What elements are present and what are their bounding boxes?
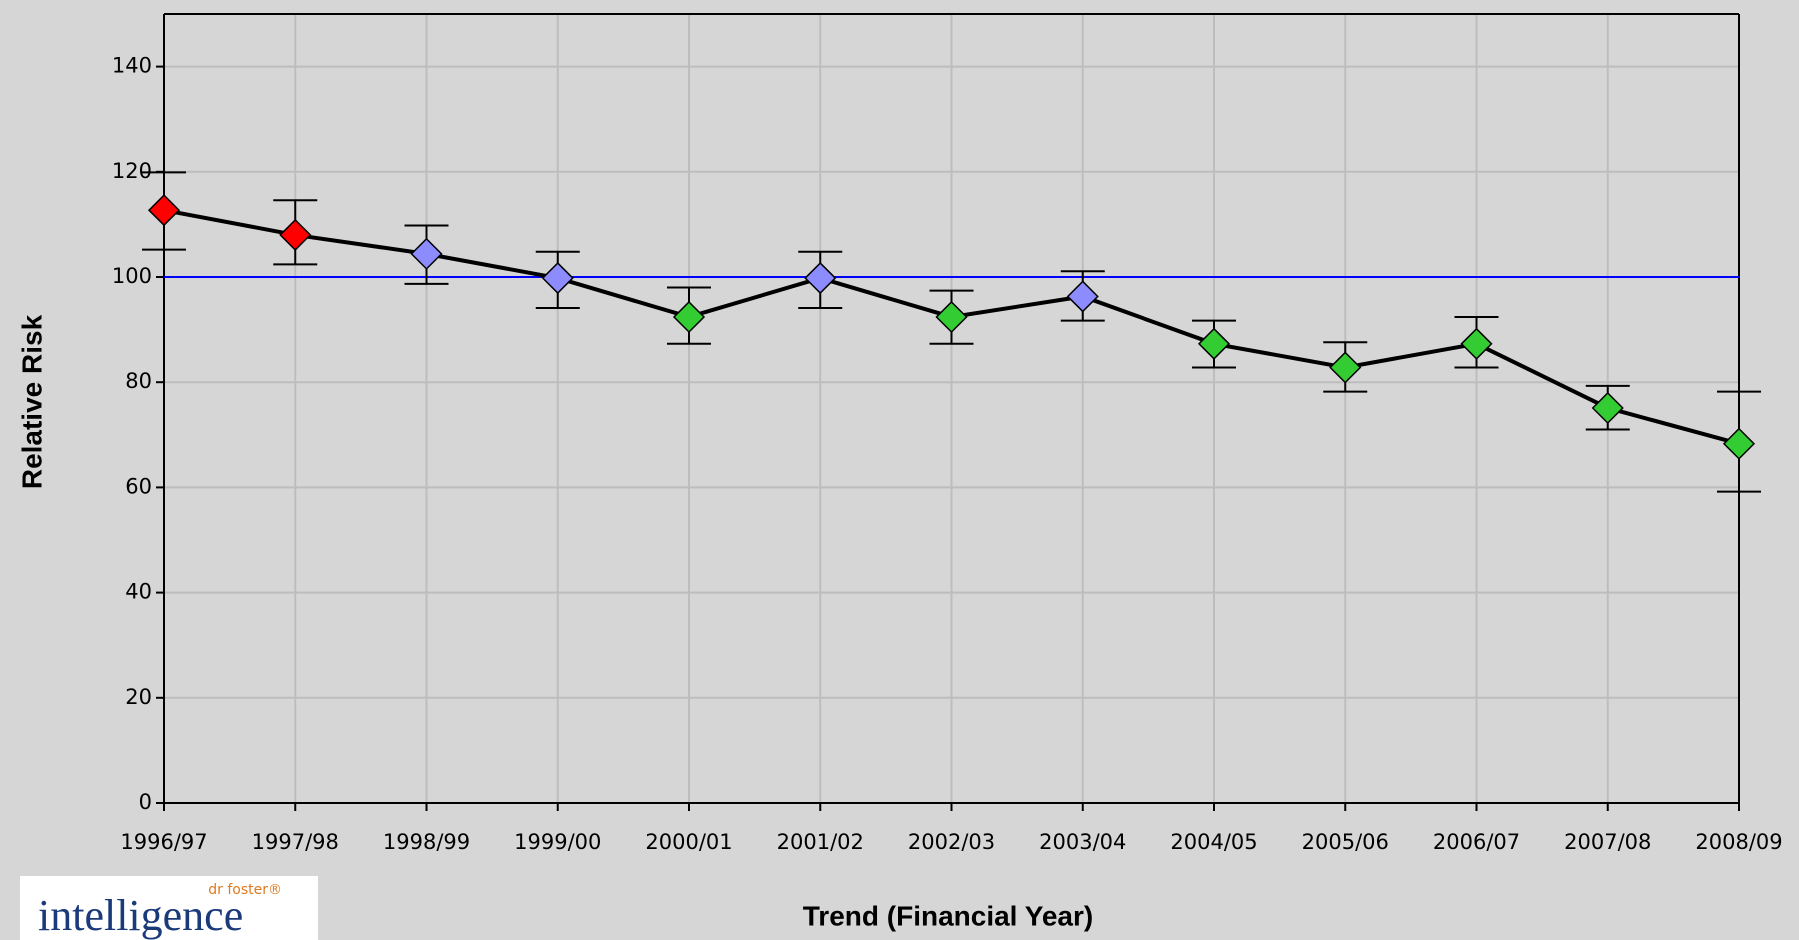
y-tick-label: 80 (125, 369, 152, 393)
y-tick-label: 140 (112, 54, 152, 78)
y-tick-label: 100 (112, 264, 152, 288)
logo-box (20, 876, 318, 940)
logo-name: intelligence (38, 891, 243, 940)
x-tick-label: 2005/06 (1302, 830, 1389, 854)
y-tick-label: 120 (112, 159, 152, 183)
marker (672, 300, 706, 334)
marker (1066, 280, 1099, 313)
marker (147, 194, 181, 227)
x-tick-label: 2006/07 (1433, 830, 1520, 854)
y-tick-label: 0 (139, 790, 152, 814)
x-tick-label: 2001/02 (777, 830, 864, 854)
logo-brand: dr foster® (208, 882, 282, 898)
x-tick-label: 2007/08 (1564, 830, 1651, 854)
x-tick-label: 1996/97 (120, 830, 207, 854)
marker (1460, 327, 1493, 360)
marker (410, 237, 443, 270)
marker (804, 261, 837, 295)
marker (541, 261, 574, 295)
y-tick-label: 40 (125, 580, 152, 604)
x-axis-title: Trend (Financial Year) (803, 900, 1093, 931)
marker (1197, 327, 1231, 360)
y-axis-title: Relative Risk (16, 314, 47, 489)
x-tick-label: 2008/09 (1695, 830, 1782, 854)
marker (1722, 427, 1756, 460)
y-tick-label: 20 (125, 685, 152, 709)
x-tick-label: 1997/98 (252, 830, 339, 854)
x-tick-label: 2004/05 (1170, 830, 1257, 854)
x-tick-label: 2002/03 (908, 830, 995, 854)
x-tick-label: 2003/04 (1039, 830, 1126, 854)
marker (1591, 391, 1624, 425)
x-tick-label: 2000/01 (645, 830, 732, 854)
x-tick-label: 1998/99 (383, 830, 470, 854)
marker (279, 218, 312, 251)
marker (935, 300, 968, 334)
y-tick-label: 60 (125, 474, 152, 498)
x-tick-label: 1999/00 (514, 830, 601, 854)
marker (1329, 351, 1362, 384)
